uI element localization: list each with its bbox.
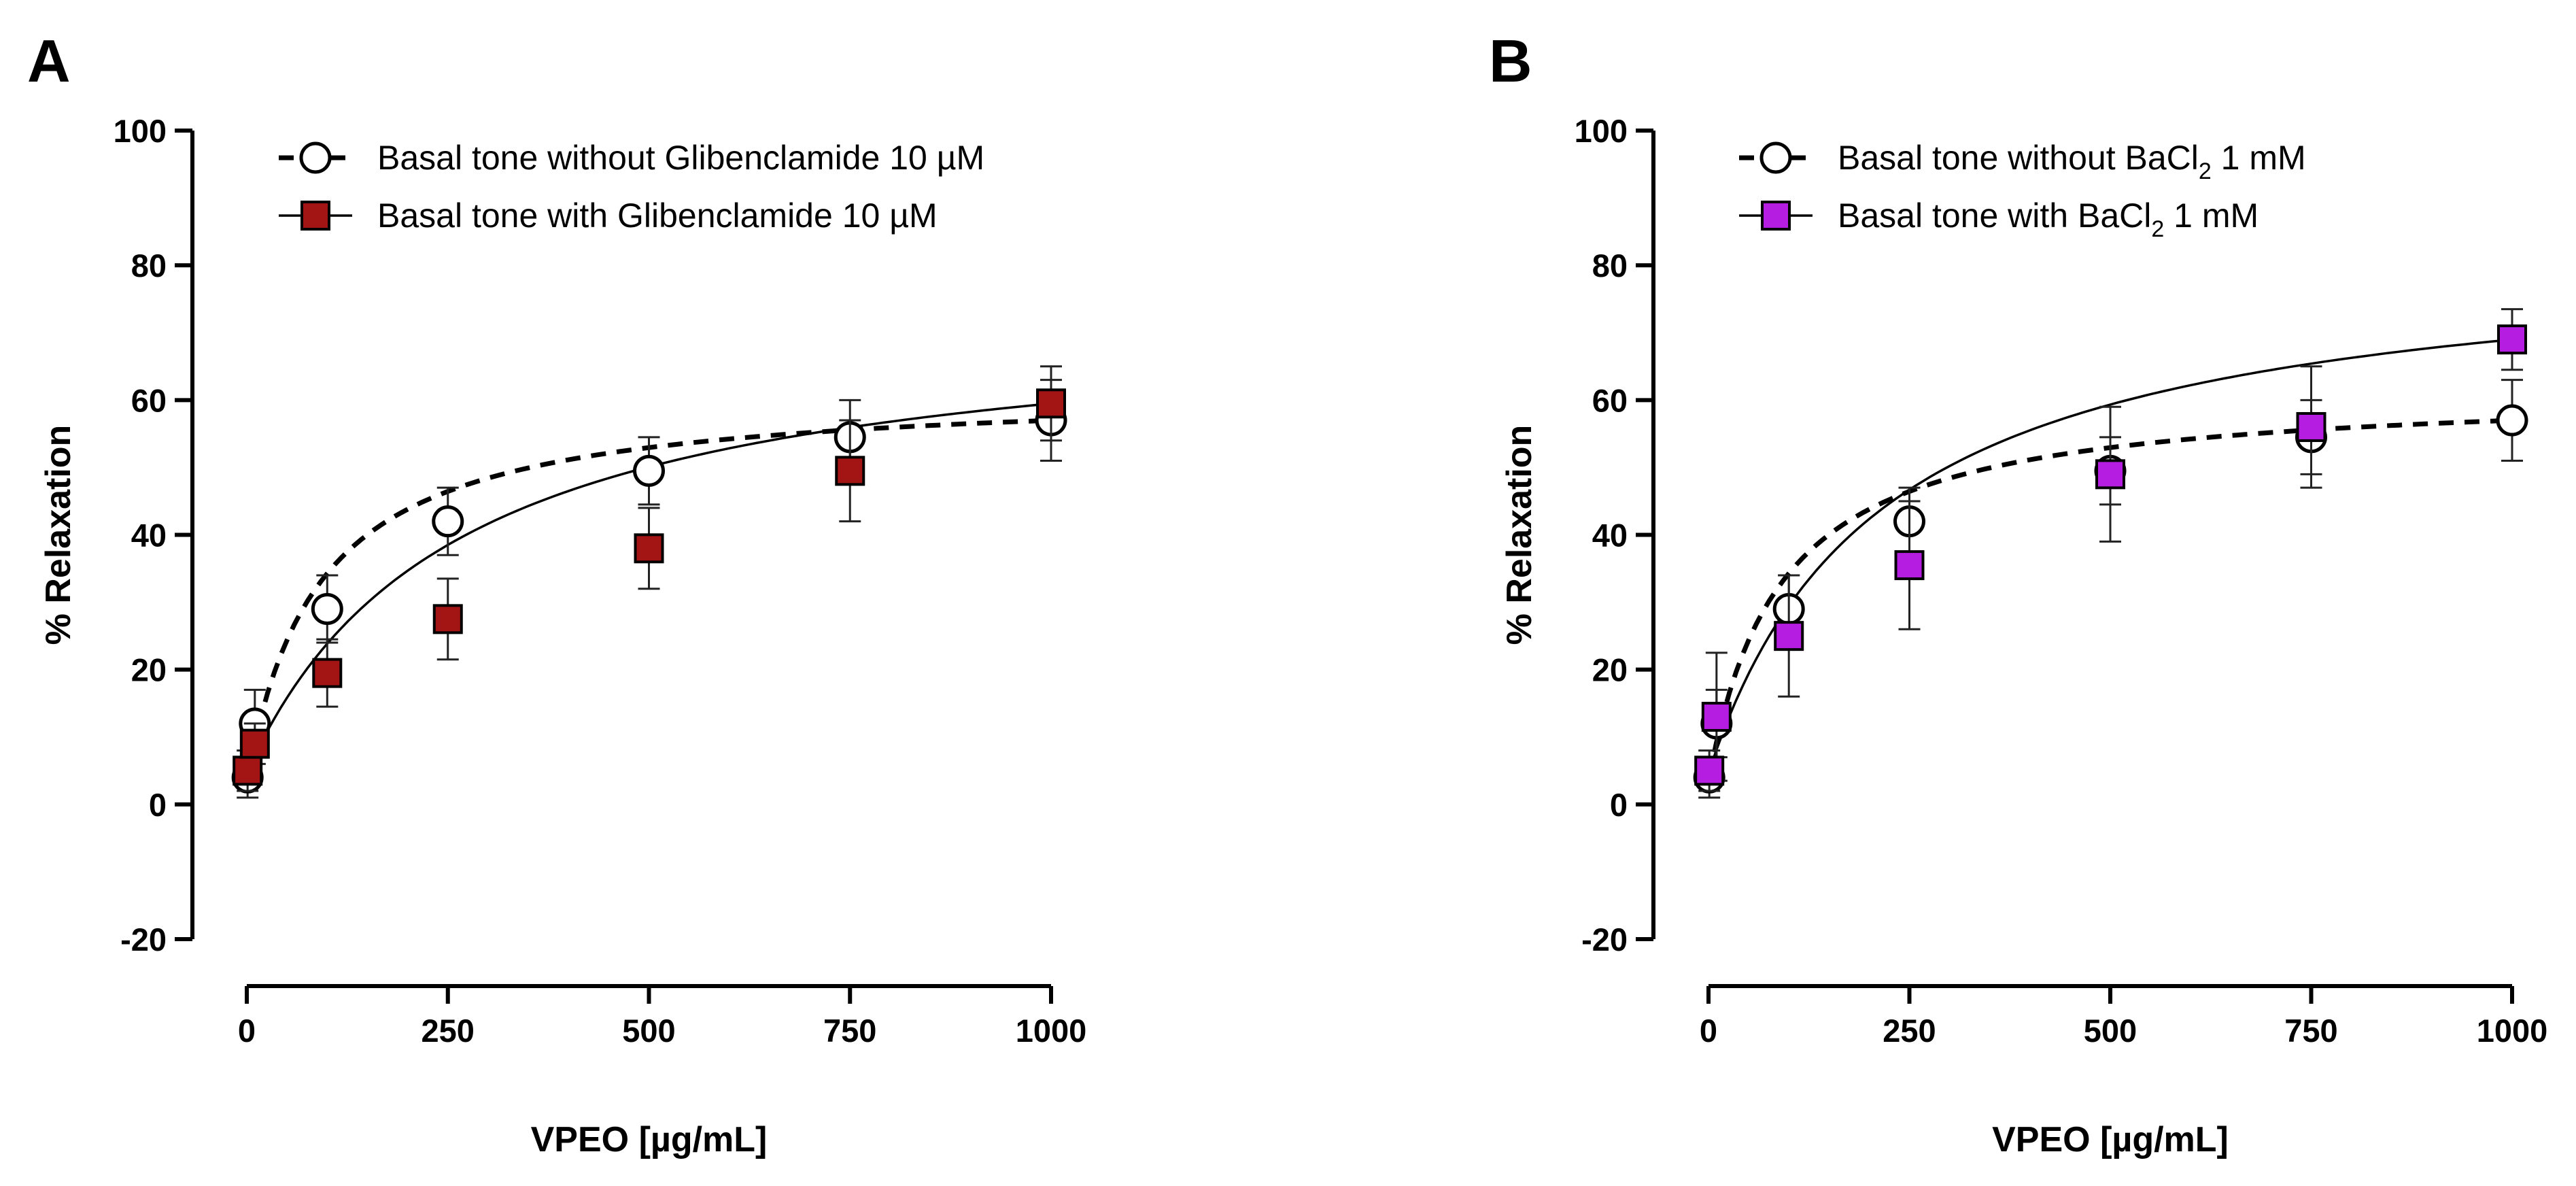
y-tick-label: 100 [1575, 113, 1628, 149]
legend-label-tail: 1 mM [2212, 139, 2306, 177]
x-tick-label: 750 [823, 1013, 876, 1049]
data-point [432, 505, 464, 538]
legend-marker [1761, 201, 1791, 231]
data-point [1894, 550, 1925, 581]
legend-label: Basal tone with BaCl2 1 mM [1838, 197, 2259, 242]
data-point [233, 756, 263, 786]
x-axis-title: VPEO [µg/mL] [531, 1120, 768, 1159]
legend-label-subscript: 2 [2151, 216, 2164, 242]
data-point [2496, 404, 2528, 437]
data-point [1774, 621, 1804, 651]
legend-label-main: Basal tone without BaCl [1838, 139, 2199, 177]
x-tick-label: 1000 [1016, 1013, 1087, 1049]
data-point [633, 454, 665, 487]
data-point [2296, 411, 2326, 442]
data-point [2497, 324, 2527, 355]
y-axis-title: % Relaxation [39, 425, 78, 645]
legend-item: Basal tone without BaCl2 1 mM [1739, 139, 2306, 184]
legend-label: Basal tone without BaCl2 1 mM [1838, 139, 2306, 184]
legend-label-main: Basal tone with Glibenclamide 10 µM [377, 197, 938, 235]
data-point [835, 456, 865, 486]
legend: Basal tone without Glibenclamide 10 µM Ba… [279, 139, 984, 235]
legend-item: Basal tone with BaCl2 1 mM [1739, 197, 2259, 242]
x-axis-title: VPEO [µg/mL] [1992, 1120, 2229, 1159]
legend-marker [300, 201, 330, 231]
data-point [239, 728, 270, 759]
y-axis-title: % Relaxation [1500, 425, 1539, 645]
y-tick-label: 80 [131, 248, 167, 284]
legend-label-subscript: 2 [2199, 158, 2212, 184]
y-tick-label: 0 [1610, 787, 1628, 823]
y-tick-label: 80 [1592, 248, 1628, 284]
data-point [311, 592, 343, 625]
y-tick-label: 60 [1592, 382, 1628, 418]
data-point [634, 533, 664, 564]
legend-item: Basal tone without Glibenclamide 10 µM [279, 139, 984, 177]
x-tick-label: 0 [1700, 1013, 1717, 1049]
x-tick-label: 0 [238, 1013, 256, 1049]
data-point [2095, 459, 2125, 490]
legend-label-main: Basal tone with BaCl [1838, 197, 2151, 235]
data-point [1036, 388, 1066, 419]
data-point [1694, 756, 1725, 786]
y-tick-label: 100 [114, 113, 167, 149]
series-1 [1694, 308, 2527, 792]
x-tick-label: 250 [1883, 1013, 1936, 1049]
y-tick-label: 40 [1592, 518, 1628, 554]
x-tick-label: 1000 [2477, 1013, 2548, 1049]
data-point [432, 604, 463, 634]
legend-label: Basal tone with Glibenclamide 10 µM [377, 197, 938, 235]
panel-letter: A [27, 27, 71, 95]
x-tick-label: 500 [2084, 1013, 2137, 1049]
y-tick-label: -20 [1581, 921, 1628, 958]
y-tick-label: -20 [120, 921, 167, 958]
data-point [312, 658, 343, 688]
y-tick-label: 60 [131, 382, 167, 418]
series-1 [233, 365, 1066, 792]
data-point [1701, 702, 1732, 732]
legend-marker [1759, 141, 1792, 174]
panel-letter: B [1489, 27, 1532, 95]
legend-label-main: Basal tone without Glibenclamide 10 µM [377, 139, 984, 177]
y-tick-label: 0 [149, 787, 167, 823]
y-tick-label: 20 [131, 652, 167, 688]
legend-marker [299, 141, 332, 174]
legend-label: Basal tone without Glibenclamide 10 µM [377, 139, 984, 177]
x-tick-label: 500 [622, 1013, 675, 1049]
x-tick-label: 750 [2284, 1013, 2337, 1049]
legend-item: Basal tone with Glibenclamide 10 µM [279, 197, 938, 235]
y-tick-label: 20 [1592, 652, 1628, 688]
fit-curve [1708, 338, 2513, 771]
y-tick-label: 40 [131, 518, 167, 554]
x-tick-label: 250 [422, 1013, 475, 1049]
legend-label-tail: 1 mM [2164, 197, 2259, 235]
